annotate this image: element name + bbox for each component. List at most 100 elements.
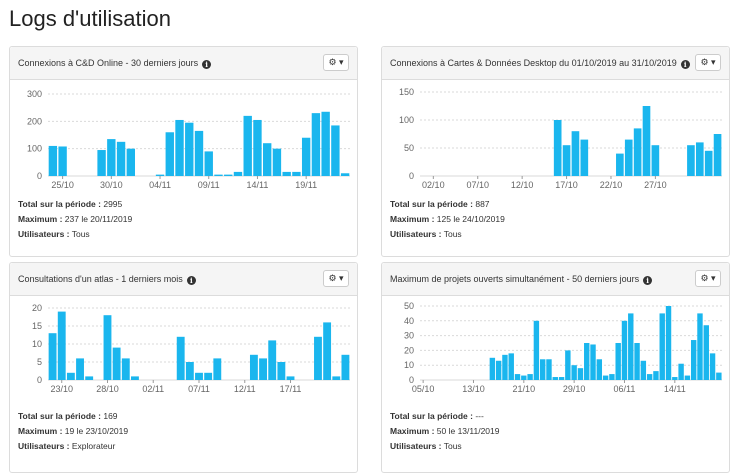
- bar: [539, 359, 546, 380]
- bar: [580, 139, 589, 176]
- x-tick-label: 12/10: [511, 180, 534, 190]
- bar: [665, 306, 672, 380]
- settings-button[interactable]: ⚙ ▾: [323, 54, 349, 71]
- panel-projets-ouverts: Maximum de projets ouverts simultanément…: [381, 262, 730, 473]
- x-tick-label: 07/10: [466, 180, 489, 190]
- bar: [634, 343, 640, 380]
- stat-users: Utilisateurs : Explorateur: [18, 441, 116, 451]
- bar: [596, 359, 603, 380]
- bar: [85, 376, 94, 380]
- x-tick-label: 19/11: [295, 180, 317, 190]
- bar: [311, 113, 321, 176]
- bar: [616, 153, 624, 176]
- caret-down-icon: ▾: [339, 273, 344, 283]
- bar: [562, 145, 571, 176]
- stat-total: Total sur la période : 2995: [18, 199, 123, 209]
- bar: [204, 151, 213, 176]
- panel-stats: Total sur la période : 2995 Maximum : 23…: [18, 197, 132, 242]
- settings-button[interactable]: ⚙ ▾: [695, 54, 721, 71]
- bar: [272, 148, 282, 176]
- bar: [185, 122, 194, 176]
- y-tick-label: 10: [404, 360, 414, 370]
- panel-title-text: Connexions à C&D Online - 30 derniers jo…: [18, 58, 199, 68]
- settings-button[interactable]: ⚙ ▾: [695, 270, 721, 287]
- caret-down-icon: ▾: [711, 57, 716, 67]
- panel-stats: Total sur la période : 169 Maximum : 19 …: [18, 409, 128, 454]
- y-tick-label: 50: [404, 143, 414, 153]
- panel-title: Maximum de projets ouverts simultanément…: [390, 274, 653, 285]
- bar: [709, 353, 716, 380]
- bar: [185, 362, 194, 380]
- bar: [495, 360, 502, 380]
- x-tick-label: 27/10: [644, 180, 667, 190]
- bar: [213, 358, 222, 380]
- panel-title: Connexions à Cartes & Données Desktop du…: [390, 58, 690, 69]
- panel-connexions-desktop: Connexions à Cartes & Données Desktop du…: [381, 46, 730, 257]
- gear-icon: ⚙: [328, 273, 337, 283]
- stat-maximum: Maximum : 125 le 24/10/2019: [390, 214, 505, 224]
- bar: [195, 372, 203, 380]
- bar: [514, 374, 521, 380]
- stat-users: Utilisateurs : Tous: [390, 441, 462, 451]
- bar: [533, 320, 540, 380]
- info-icon[interactable]: i: [643, 276, 653, 285]
- bar: [66, 372, 75, 380]
- panel-title-text: Maximum de projets ouverts simultanément…: [390, 274, 640, 284]
- bar: [76, 358, 84, 380]
- panel-connexions-online: Connexions à C&D Online - 30 derniers jo…: [9, 46, 358, 257]
- panel-heading: Maximum de projets ouverts simultanément…: [382, 263, 729, 296]
- bar: [155, 174, 165, 176]
- info-icon[interactable]: i: [202, 60, 212, 69]
- x-tick-label: 29/10: [563, 384, 586, 394]
- y-tick-label: 50: [404, 301, 414, 311]
- x-tick-label: 13/10: [462, 384, 485, 394]
- bar-chart: 0 10 20 30 40 50 05/10 13/10 21/10 29/10 06/11 14/1…: [404, 301, 722, 394]
- bar: [659, 313, 665, 380]
- bar: [331, 125, 340, 176]
- bar: [703, 325, 709, 380]
- info-icon[interactable]: i: [680, 60, 690, 69]
- y-tick-label: 20: [404, 345, 414, 355]
- y-tick-label: 0: [37, 171, 42, 181]
- bar: [615, 343, 621, 380]
- stat-users: Utilisateurs : Tous: [18, 229, 90, 239]
- caret-down-icon: ▾: [711, 273, 716, 283]
- bar: [571, 131, 580, 176]
- stat-total: Total sur la période : 887: [390, 199, 490, 209]
- x-tick-label: 17/11: [280, 384, 302, 394]
- bar: [58, 146, 67, 176]
- gear-icon: ⚙: [700, 57, 709, 67]
- y-tick-label: 0: [37, 375, 42, 385]
- x-tick-label: 14/11: [664, 384, 686, 394]
- panel-heading: Connexions à C&D Online - 30 derniers jo…: [10, 47, 357, 80]
- bar: [502, 354, 508, 380]
- panel-title: Connexions à C&D Online - 30 derniers jo…: [18, 58, 212, 69]
- stat-total: Total sur la période : ---: [390, 411, 484, 421]
- bar: [628, 313, 634, 380]
- y-tick-label: 30: [404, 331, 414, 341]
- bar: [341, 354, 350, 380]
- panel-title-text: Connexions à Cartes & Données Desktop du…: [390, 58, 677, 68]
- bar: [678, 363, 684, 380]
- info-icon[interactable]: i: [186, 276, 196, 285]
- bar: [314, 336, 322, 380]
- bar: [713, 134, 722, 176]
- bar-chart: 0 50 100 150 02/10 07/10 12/10 17/10 22/10 27/10: [399, 87, 722, 190]
- x-tick-label: 22/10: [600, 180, 623, 190]
- y-tick-label: 300: [27, 89, 42, 99]
- settings-button[interactable]: ⚙ ▾: [323, 270, 349, 287]
- bar-chart: 0 5 10 15 20 23/10 28/10 02/11 07/11 12/11 17/11: [32, 303, 350, 394]
- bar: [489, 357, 496, 380]
- bar: [552, 377, 558, 380]
- bar: [204, 372, 213, 380]
- bar: [716, 372, 722, 380]
- y-tick-label: 0: [409, 171, 414, 181]
- bar: [112, 347, 121, 380]
- x-tick-label: 23/10: [50, 384, 73, 394]
- bar: [584, 343, 590, 380]
- bar: [259, 358, 267, 380]
- x-tick-label: 21/10: [513, 384, 536, 394]
- bar: [332, 376, 341, 380]
- bar: [321, 111, 330, 176]
- x-tick-label: 12/11: [234, 384, 256, 394]
